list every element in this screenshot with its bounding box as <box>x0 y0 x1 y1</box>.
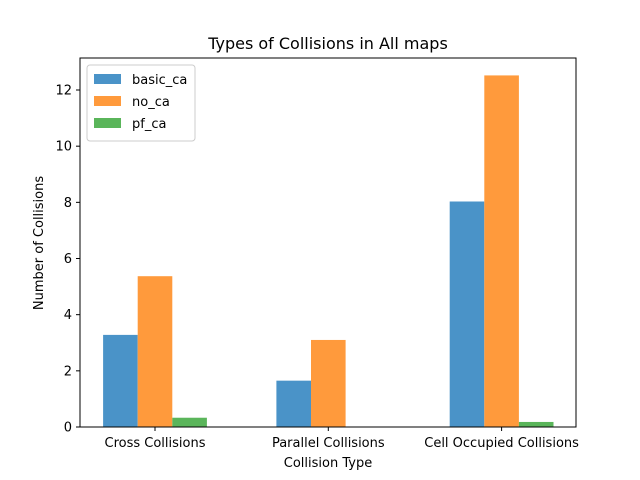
y-tick-label-12: 12 <box>55 84 72 99</box>
x-tick-label-2: Cell Occupied Collisions <box>424 436 579 451</box>
legend-swatch-no_ca <box>94 96 121 106</box>
y-tick-label-4: 4 <box>64 308 72 323</box>
y-tick-label-8: 8 <box>64 196 72 211</box>
bar-pf_ca-2 <box>518 421 554 427</box>
y-tick-label-0: 0 <box>64 421 72 436</box>
y-tick-label-6: 6 <box>64 252 72 267</box>
bar-basic_ca-2 <box>449 201 485 427</box>
x-axis-title: Collision Type <box>284 456 372 471</box>
y-tick-label-2: 2 <box>64 364 72 379</box>
legend: basic_ca no_ca pf_ca <box>86 64 196 142</box>
legend-label-basic_ca: basic_ca <box>132 73 187 88</box>
bar-no_ca-1 <box>311 339 346 427</box>
y-tick-label-10: 10 <box>55 140 72 155</box>
chart-title: Types of Collisions in All maps <box>207 34 448 53</box>
bar-basic_ca-0 <box>103 334 138 427</box>
y-axis-title: Number of Collisions <box>32 176 47 310</box>
bar-pf_ca-0 <box>172 417 207 427</box>
bar-no_ca-2 <box>484 75 519 427</box>
legend-label-pf_ca: pf_ca <box>132 117 166 132</box>
x-tick-label-1: Parallel Collisions <box>272 436 385 451</box>
legend-swatch-basic_ca <box>94 74 121 84</box>
legend-label-no_ca: no_ca <box>132 95 170 110</box>
bar-basic_ca-1 <box>276 380 311 427</box>
x-tick-label-0: Cross Collisions <box>105 436 206 451</box>
legend-swatch-pf_ca <box>94 118 121 128</box>
bar-no_ca-0 <box>137 276 173 427</box>
